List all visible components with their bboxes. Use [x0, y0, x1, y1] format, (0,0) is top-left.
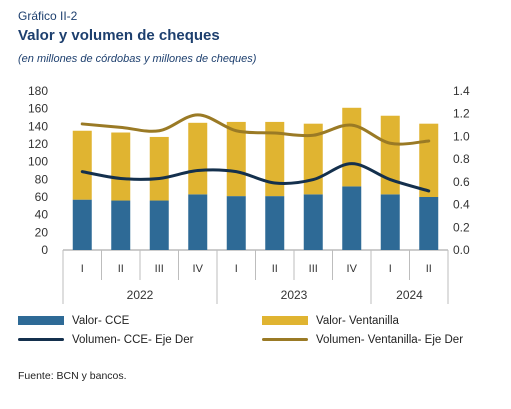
y-tick-label: 40 — [35, 208, 49, 222]
y2-tick-label: 1.4 — [453, 84, 470, 98]
y-tick-label: 80 — [35, 172, 49, 186]
x-group-label: 2024 — [396, 288, 423, 302]
bar-valor-ventanilla — [226, 121, 246, 197]
bar-valor-ventanilla — [342, 107, 362, 187]
chart-label: Gráfico II-2 — [18, 9, 78, 23]
legend-swatch-volumen-cce — [18, 338, 64, 342]
y2-tick-label: 0.2 — [453, 220, 470, 234]
bar-valor-cce — [111, 200, 131, 250]
line-volumen-ventanilla — [80, 113, 431, 146]
chart-axes — [62, 249, 449, 304]
x-category-label: III — [309, 263, 318, 275]
bar-valor-cce — [265, 196, 285, 250]
x-group-label: 2022 — [127, 288, 154, 302]
line-volumen-cce — [80, 162, 431, 193]
bar-valor-cce — [149, 200, 169, 250]
x-category-label: II — [272, 263, 278, 275]
bar-valor-cce — [380, 194, 400, 250]
line-series — [80, 113, 431, 193]
legend-item-valor-ventanilla: Valor- Ventanilla — [262, 315, 399, 327]
bar-valor-cce — [303, 194, 323, 250]
bar-valor-ventanilla — [265, 121, 285, 197]
x-category-label: I — [81, 263, 84, 275]
y2-tick-label: 0.6 — [453, 175, 470, 189]
y2-tick-label: 0.8 — [453, 152, 470, 166]
chart-title: Valor y volumen de cheques — [18, 27, 220, 44]
legend-label-valor-ventanilla: Valor- Ventanilla — [316, 315, 399, 327]
bar-valor-ventanilla — [188, 122, 208, 195]
legend-label-volumen-cce: Volumen- CCE- Eje Der — [72, 334, 194, 346]
bar-valor-ventanilla — [72, 130, 92, 200]
legend-item-volumen-ventanilla: Volumen- Ventanilla- Eje Der — [262, 334, 463, 346]
y-tick-label: 0 — [41, 243, 48, 257]
x-category-label: III — [155, 263, 164, 275]
y2-tick-label: 1.0 — [453, 129, 470, 143]
bar-valor-cce — [226, 196, 246, 250]
source-note: Fuente: BCN y bancos. — [18, 370, 127, 382]
y-tick-label: 20 — [35, 225, 49, 239]
x-group-label: 2023 — [281, 288, 308, 302]
x-category-label: II — [426, 263, 432, 275]
legend-label-volumen-ventanilla: Volumen- Ventanilla- Eje Der — [316, 334, 464, 346]
bar-valor-cce — [419, 197, 439, 250]
y-tick-label: 140 — [28, 119, 48, 133]
y-tick-label: 160 — [28, 102, 48, 116]
legend-label-valor-cce: Valor- CCE — [72, 315, 130, 327]
legend-item-valor-cce: Valor- CCE — [18, 315, 129, 327]
chart-subtitle: (en millones de córdobas y millones de c… — [18, 53, 257, 65]
bar-valor-ventanilla — [380, 115, 400, 195]
legend-swatch-valor-ventanilla — [262, 316, 308, 326]
bar-valor-ventanilla — [149, 136, 169, 201]
bar-valor-ventanilla — [111, 132, 131, 201]
bar-valor-cce — [72, 199, 92, 250]
chart-area: 0 20 40 60 80 100 120 140 160 180 0.0 0.2 0.4 0.6 0.8 1… — [28, 84, 470, 304]
x-category-label: I — [389, 263, 392, 275]
y2-tick-label: 0.0 — [453, 243, 470, 257]
y-tick-label: 60 — [35, 190, 49, 204]
x-category-label: I — [235, 263, 238, 275]
axis-labels: 0 20 40 60 80 100 120 140 160 180 0.0 0.2 0.4 0.6 0.8 1… — [28, 84, 470, 302]
y2-tick-label: 1.2 — [453, 107, 470, 121]
x-category-label: IV — [347, 263, 358, 275]
bar-valor-cce — [342, 186, 362, 250]
y2-tick-label: 0.4 — [453, 198, 470, 212]
y-tick-label: 120 — [28, 137, 48, 151]
legend-item-volumen-cce: Volumen- CCE- Eje Der — [18, 334, 193, 346]
x-category-label: IV — [193, 263, 204, 275]
legend-swatch-volumen-ventanilla — [262, 338, 308, 342]
x-category-label: II — [118, 263, 124, 275]
y-tick-label: 180 — [28, 84, 48, 98]
legend-swatch-valor-cce — [18, 316, 64, 326]
bar-valor-ventanilla — [419, 123, 439, 197]
y-tick-label: 100 — [28, 155, 48, 169]
bar-valor-cce — [188, 194, 208, 250]
